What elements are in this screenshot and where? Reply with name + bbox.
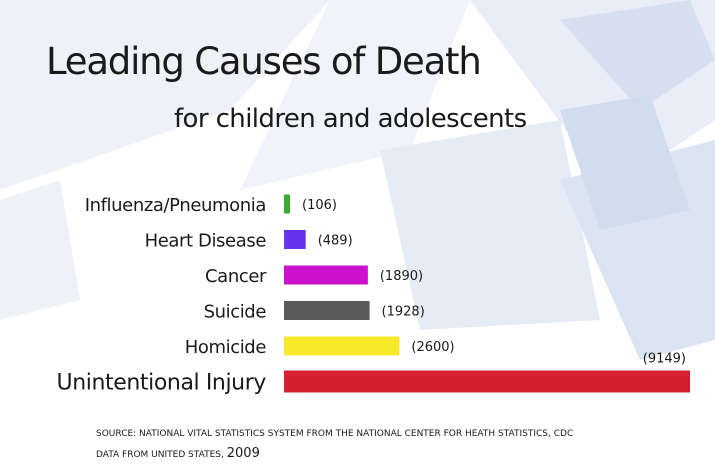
bar: [284, 301, 370, 320]
source-data-prefix: DATA FROM UNITED STATES,: [96, 450, 224, 460]
source-line-2: DATA FROM UNITED STATES, 2009: [96, 444, 573, 465]
value-label: (1928): [382, 305, 425, 320]
value-label: (489): [318, 234, 353, 249]
category-label: Cancer: [205, 266, 267, 287]
source-line-1: SOURCE: NATIONAL VITAL STATISTICS SYSTEM…: [96, 429, 574, 439]
category-label: Homicide: [185, 337, 267, 358]
chart-subtitle: for children and adolescents: [174, 104, 527, 134]
value-label: (1890): [380, 269, 423, 284]
category-label: Unintentional Injury: [57, 371, 267, 396]
bar: [284, 230, 306, 249]
category-label: Heart Disease: [145, 231, 267, 252]
source-year: 2009: [226, 446, 260, 461]
category-label: Influenza/Pneumonia: [85, 195, 266, 216]
chart-title: Leading Causes of Death: [46, 40, 482, 83]
bar: [284, 194, 290, 214]
value-label: (9149): [643, 352, 686, 367]
value-label: (2600): [411, 340, 454, 355]
bar: [284, 265, 368, 285]
bar: [284, 370, 690, 393]
source-note: SOURCE: NATIONAL VITAL STATISTICS SYSTEM…: [96, 425, 573, 465]
category-label: Suicide: [204, 302, 267, 323]
bar: [284, 336, 400, 356]
value-label: (106): [302, 198, 337, 213]
